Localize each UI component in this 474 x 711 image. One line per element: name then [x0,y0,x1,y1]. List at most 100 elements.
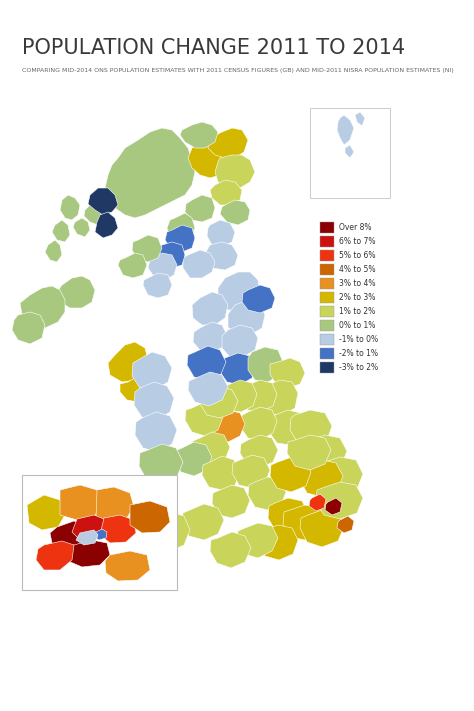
Polygon shape [174,442,212,476]
Polygon shape [207,220,235,247]
Bar [310,108,390,198]
Polygon shape [73,218,90,237]
Text: COMPARING MID-2014 ONS POPULATION ESTIMATES WITH 2011 CENSUS FIGURES (GB) AND MI: COMPARING MID-2014 ONS POPULATION ESTIMA… [22,68,454,73]
Polygon shape [207,410,245,442]
Text: 5% to 6%: 5% to 6% [339,251,375,260]
Text: 4% to 5%: 4% to 5% [339,265,375,274]
Polygon shape [221,380,257,412]
Polygon shape [27,495,65,530]
Polygon shape [107,532,153,572]
Polygon shape [50,521,90,549]
Polygon shape [192,292,228,325]
Polygon shape [337,516,354,533]
Polygon shape [45,240,62,262]
Bar [320,278,334,289]
Polygon shape [287,435,331,470]
Polygon shape [182,504,224,540]
Polygon shape [167,213,195,242]
Polygon shape [185,402,223,436]
Polygon shape [139,444,183,484]
Text: -2% to 1%: -2% to 1% [339,349,378,358]
Polygon shape [345,145,354,158]
Text: -3% to 2%: -3% to 2% [339,363,378,372]
Polygon shape [258,525,298,560]
Polygon shape [212,485,250,518]
Bar [320,334,334,345]
Polygon shape [135,412,177,452]
Polygon shape [248,347,283,382]
Polygon shape [302,435,347,472]
Text: 1% to 2%: 1% to 2% [339,307,375,316]
Polygon shape [143,273,172,298]
Polygon shape [290,410,332,447]
Polygon shape [248,477,286,510]
Polygon shape [220,353,255,385]
Polygon shape [95,212,118,238]
Polygon shape [222,325,258,357]
Polygon shape [118,253,147,278]
Bar [320,292,334,303]
Bar [22,475,177,590]
Polygon shape [88,188,118,215]
Polygon shape [208,128,248,158]
Polygon shape [192,432,230,466]
Polygon shape [193,322,227,352]
Polygon shape [105,128,195,218]
Polygon shape [57,276,95,308]
Polygon shape [237,523,278,558]
Polygon shape [200,386,238,418]
Polygon shape [240,435,278,468]
Polygon shape [134,382,174,420]
Polygon shape [228,300,265,335]
Polygon shape [205,242,238,270]
Polygon shape [215,155,255,188]
Polygon shape [202,456,240,490]
Polygon shape [309,494,326,511]
Polygon shape [220,200,250,225]
Polygon shape [283,505,326,540]
Polygon shape [96,487,134,522]
Polygon shape [36,541,74,570]
Polygon shape [145,512,190,552]
Text: 3% to 4%: 3% to 4% [339,279,375,288]
Polygon shape [60,485,102,520]
Polygon shape [20,286,65,328]
Polygon shape [185,195,215,222]
Bar [320,236,334,247]
Polygon shape [165,225,195,252]
Bar [320,222,334,233]
Polygon shape [300,460,343,497]
Polygon shape [270,358,305,388]
Polygon shape [84,200,108,225]
Polygon shape [132,352,172,390]
Bar [320,306,334,317]
Text: Over 8%: Over 8% [339,223,372,232]
Polygon shape [188,138,232,178]
Polygon shape [241,407,277,440]
Bar [320,348,334,359]
Polygon shape [188,372,228,406]
Polygon shape [269,410,306,445]
Polygon shape [76,530,98,545]
Polygon shape [218,272,260,310]
Polygon shape [300,510,344,547]
Polygon shape [241,380,277,412]
Bar [320,320,334,331]
Polygon shape [120,376,153,402]
Text: 2% to 3%: 2% to 3% [339,293,375,302]
Polygon shape [316,482,363,519]
Polygon shape [157,242,185,268]
Polygon shape [337,115,354,145]
Polygon shape [187,346,226,380]
Polygon shape [232,455,270,488]
Text: 6% to 7%: 6% to 7% [339,237,375,246]
Polygon shape [12,312,45,344]
Bar [320,250,334,261]
Polygon shape [180,122,218,148]
Polygon shape [52,220,70,242]
Polygon shape [94,550,135,582]
Polygon shape [270,457,311,492]
Polygon shape [268,498,308,533]
Polygon shape [148,253,177,280]
Polygon shape [105,551,150,581]
